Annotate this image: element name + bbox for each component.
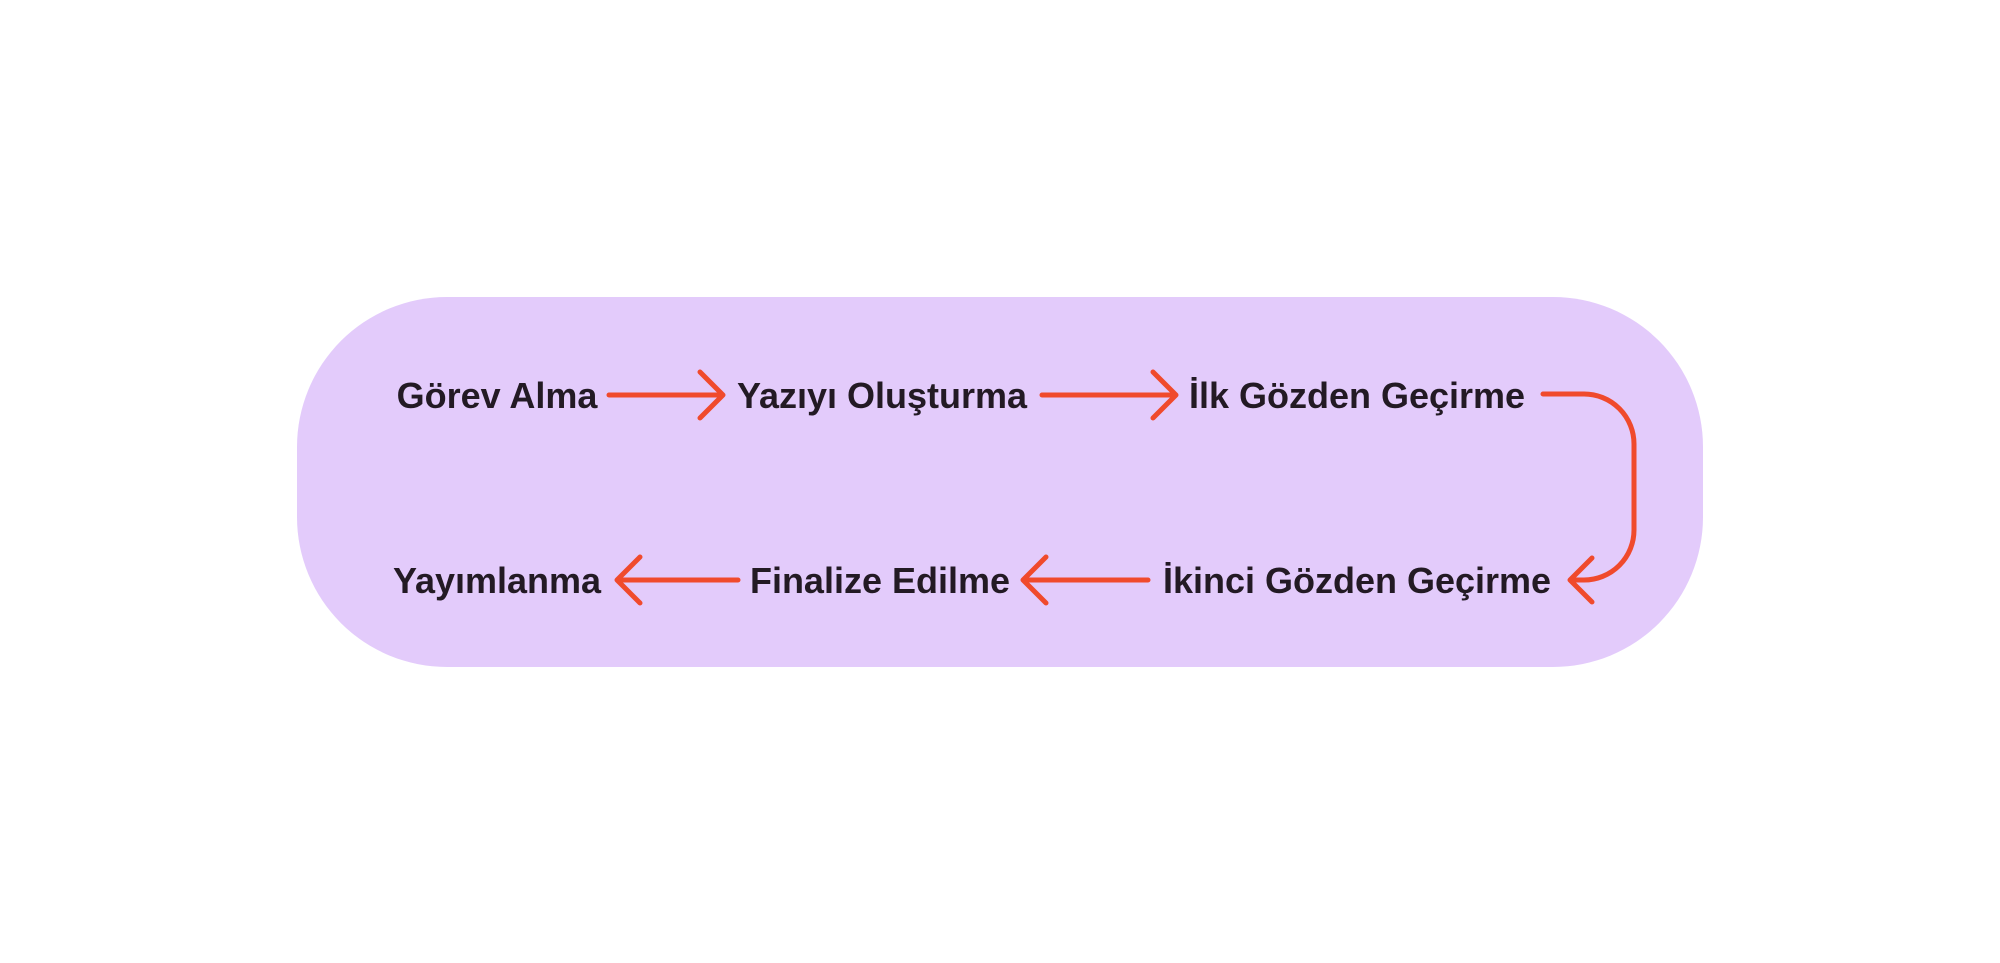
workflow-panel <box>297 297 1703 667</box>
step-finalize-edilme: Finalize Edilme <box>750 560 1010 601</box>
arrow-left-icon <box>1020 554 1151 606</box>
arrow-right-icon <box>606 369 726 421</box>
step-ilk-gozden-gecirme: İlk Gözden Geçirme <box>1189 375 1525 416</box>
step-yaziyi-olusturma: Yazıyı Oluşturma <box>737 375 1028 416</box>
step-ikinci-gozden-gecirme: İkinci Gözden Geçirme <box>1163 560 1551 601</box>
step-yayimlanma: Yayımlanma <box>393 560 602 601</box>
step-gorev-alma: Görev Alma <box>397 375 599 416</box>
arrow-left-icon <box>614 554 741 606</box>
u-turn-arrow-icon <box>1540 391 1637 605</box>
arrow-right-icon <box>1039 369 1179 421</box>
